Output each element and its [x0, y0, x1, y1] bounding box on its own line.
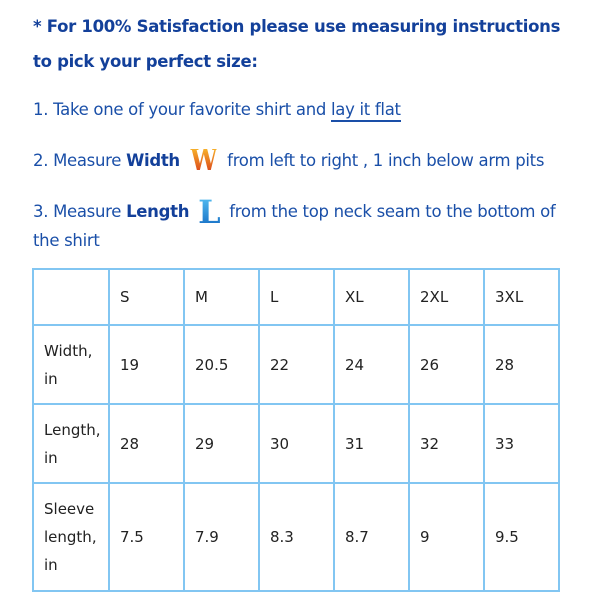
- table-cell: 24: [333, 324, 410, 405]
- length-l-icon: L: [198, 193, 221, 231]
- table-cell: 26: [408, 324, 485, 405]
- row-label-line: in: [44, 556, 58, 574]
- table-cell: 9: [408, 482, 485, 592]
- row-label: Length, in: [32, 403, 110, 484]
- table-cell: 28: [108, 403, 185, 484]
- step-3: 3. Measure Length L from the top neck se…: [33, 193, 556, 231]
- step-3-text: 3. Measure: [33, 202, 127, 221]
- intro-line-2: to pick your perfect size:: [33, 52, 258, 71]
- table-cell: 31: [333, 403, 410, 484]
- table-row: Sleeve length, in 7.5 7.9 8.3 8.7 9 9.5: [32, 482, 560, 592]
- row-label-line: in: [44, 369, 58, 388]
- lay-it-flat-link[interactable]: lay it flat: [331, 100, 401, 122]
- header-cell: 3XL: [483, 268, 560, 326]
- size-chart-table: S M L XL 2XL 3XL Width, in 19 20.5 22 24 …: [32, 268, 560, 592]
- step-3-continued: the shirt: [33, 231, 100, 250]
- header-cell: M: [183, 268, 260, 326]
- table-cell: 29: [183, 403, 260, 484]
- row-label: Width, in: [32, 324, 110, 405]
- table-cell: 7.9: [183, 482, 260, 592]
- row-label: Sleeve length, in: [32, 482, 110, 592]
- header-cell: [32, 268, 110, 326]
- row-label-line: in: [44, 448, 58, 467]
- table-cell: 7.5: [108, 482, 185, 592]
- table-cell: 28: [483, 324, 560, 405]
- table-cell: 8.7: [333, 482, 410, 592]
- width-w-icon: W: [190, 143, 217, 178]
- step-1-text: 1. Take one of your favorite shirt and: [33, 100, 331, 119]
- table-header-row: S M L XL 2XL 3XL: [32, 268, 560, 326]
- table-cell: 8.3: [258, 482, 335, 592]
- step-2-suffix: from left to right , 1 inch below arm pi…: [222, 151, 545, 170]
- step-2: 2. Measure Width W from left to right , …: [33, 143, 545, 178]
- row-label-line: Sleeve: [44, 500, 95, 518]
- length-label: Length: [126, 202, 190, 221]
- step-3-suffix: from the top neck seam to the bottom of: [224, 202, 556, 221]
- header-cell: S: [108, 268, 185, 326]
- table-cell: 22: [258, 324, 335, 405]
- table-cell: 33: [483, 403, 560, 484]
- header-cell: XL: [333, 268, 410, 326]
- intro-line-1: * For 100% Satisfaction please use measu…: [33, 17, 561, 36]
- table-cell: 19: [108, 324, 185, 405]
- table-row: Length, in 28 29 30 31 32 33: [32, 403, 560, 484]
- row-label-line: Length,: [44, 420, 101, 439]
- width-label: Width: [126, 151, 180, 170]
- row-label-line: length,: [44, 528, 97, 546]
- table-row: Width, in 19 20.5 22 24 26 28: [32, 324, 560, 405]
- header-cell: 2XL: [408, 268, 485, 326]
- step-1: 1. Take one of your favorite shirt and l…: [33, 100, 401, 122]
- table-cell: 32: [408, 403, 485, 484]
- step-2-text: 2. Measure: [33, 151, 127, 170]
- header-cell: L: [258, 268, 335, 326]
- table-cell: 20.5: [183, 324, 260, 405]
- table-cell: 30: [258, 403, 335, 484]
- table-cell: 9.5: [483, 482, 560, 592]
- row-label-line: Width,: [44, 341, 93, 360]
